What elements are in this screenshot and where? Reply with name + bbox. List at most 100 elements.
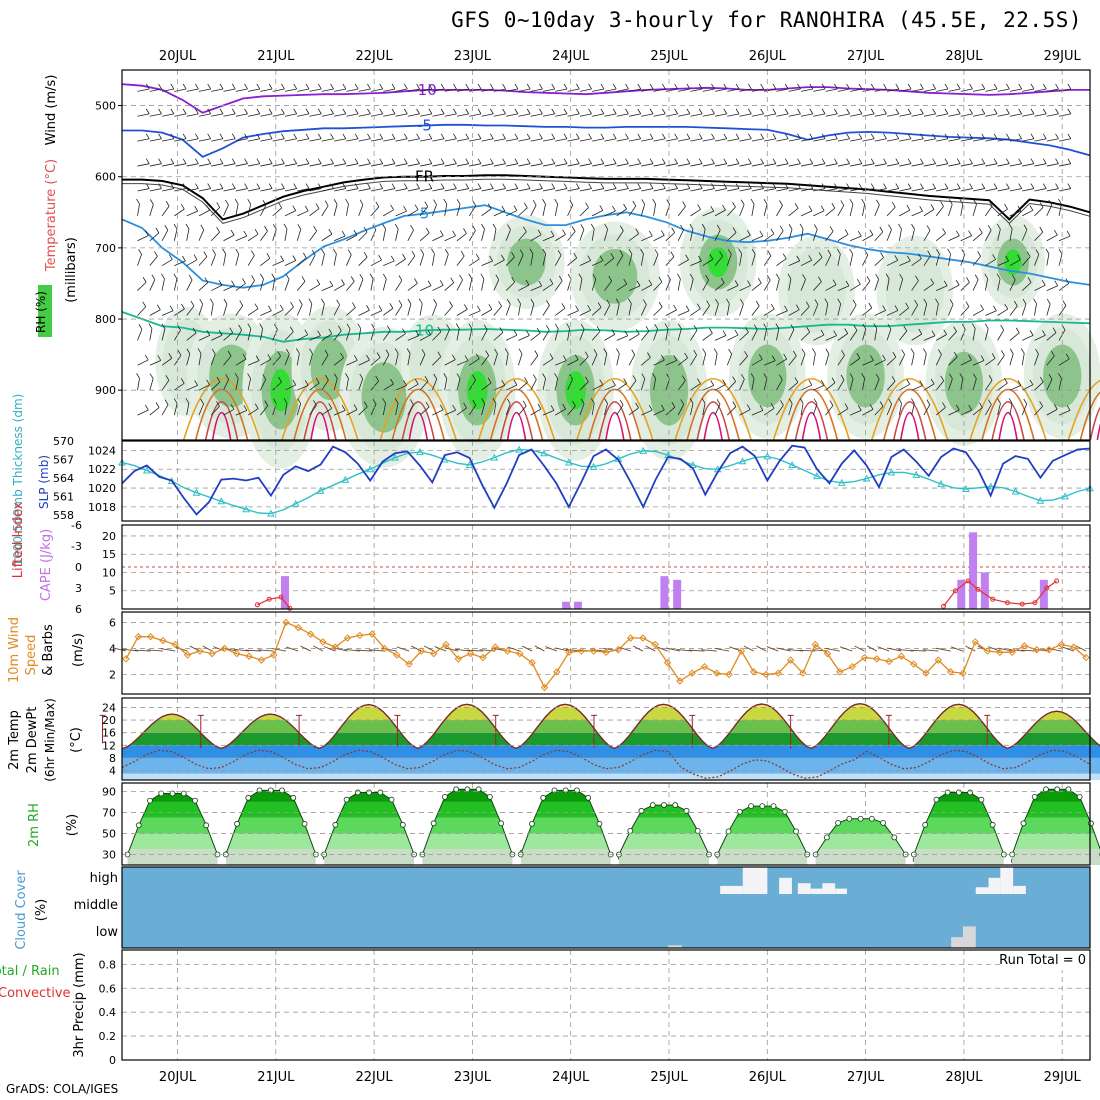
wind-barb bbox=[223, 113, 236, 117]
wind-barb-flag bbox=[747, 280, 751, 286]
rh-contour-70 bbox=[1043, 344, 1082, 408]
wind-barb-flag bbox=[415, 330, 420, 336]
wind-barb bbox=[800, 384, 813, 391]
wind-barb bbox=[751, 282, 762, 291]
wind10-barb bbox=[877, 646, 890, 652]
wind-barb-flag bbox=[575, 305, 579, 311]
wind-barb bbox=[690, 403, 694, 416]
wind-barb bbox=[984, 404, 992, 416]
wind-barb bbox=[493, 403, 497, 416]
rh-legend-swatch bbox=[38, 285, 52, 337]
wind-barb bbox=[972, 360, 985, 366]
wind-barb bbox=[690, 383, 701, 391]
wind10-speed-point bbox=[220, 644, 229, 653]
wind-barb-flag bbox=[1027, 277, 1032, 283]
wind-barb bbox=[469, 258, 480, 267]
wind-barb-flag bbox=[625, 108, 629, 115]
wind-barb bbox=[776, 138, 789, 142]
wind-barb bbox=[309, 113, 322, 117]
wind-barb-flag bbox=[740, 298, 744, 305]
wind-barb-flag bbox=[827, 249, 832, 256]
wind-barb bbox=[1046, 303, 1051, 316]
wind-barb-flag bbox=[1023, 398, 1028, 405]
rh2m-point bbox=[944, 789, 951, 796]
wind-barb-flag bbox=[784, 108, 789, 115]
wind-barb-flag bbox=[759, 405, 764, 411]
wind-barb bbox=[334, 113, 346, 117]
freezing-level-inner bbox=[122, 178, 1091, 225]
wind10-barb bbox=[645, 645, 656, 652]
wind-barb bbox=[1034, 303, 1037, 316]
wind-barb bbox=[849, 378, 854, 391]
wind10-barb bbox=[396, 646, 410, 652]
wind-barb bbox=[862, 360, 874, 366]
wind-barb-flag bbox=[805, 301, 810, 307]
wind-barb bbox=[984, 328, 989, 341]
wind-barb bbox=[530, 253, 534, 266]
wind10-speed-point bbox=[639, 634, 647, 642]
wind-barb-flag bbox=[918, 328, 923, 335]
wind-barb bbox=[936, 138, 949, 142]
wind-barb-flag bbox=[969, 108, 973, 115]
wind-barb bbox=[321, 113, 334, 117]
wind-barb bbox=[886, 310, 899, 316]
thickness-tick-label: 558 bbox=[53, 509, 74, 522]
wind-barb-flag bbox=[1062, 300, 1067, 306]
wind-barb bbox=[677, 380, 686, 391]
wind-barb bbox=[235, 410, 247, 416]
wind-barb-flag bbox=[784, 183, 789, 189]
wind-barb-flag bbox=[225, 199, 229, 206]
wind-barb-flag bbox=[192, 327, 197, 334]
wind-barb-flag bbox=[410, 225, 414, 231]
temp-band bbox=[319, 704, 419, 708]
wind-barb bbox=[235, 188, 248, 192]
wind-barb-flag bbox=[711, 183, 715, 189]
wind10-barb bbox=[1076, 645, 1087, 652]
thickness-line bbox=[121, 448, 1091, 515]
wind-barb-flag bbox=[403, 380, 407, 386]
wind-barb-flag bbox=[571, 226, 576, 232]
wind-barb-flag bbox=[328, 403, 333, 409]
rh-band bbox=[913, 801, 1004, 818]
wind-barb bbox=[862, 188, 875, 192]
cloud-high-bar bbox=[988, 877, 1001, 894]
cloud-high-bar bbox=[742, 867, 768, 894]
rh2m-point bbox=[1054, 786, 1061, 793]
wind-barb bbox=[714, 209, 726, 217]
wind-barb-flag bbox=[330, 83, 334, 90]
wind-barb bbox=[419, 406, 430, 416]
temp-band bbox=[220, 720, 320, 733]
wind-barb-flag bbox=[534, 350, 539, 356]
wind-barb-flag bbox=[230, 229, 235, 236]
wind-barb-flag bbox=[834, 83, 838, 90]
wind-barb-flag bbox=[820, 379, 825, 386]
wind-barb bbox=[592, 113, 604, 117]
wind-barb-flag bbox=[328, 328, 333, 335]
cape-bar bbox=[957, 579, 966, 609]
wind-barb-flag bbox=[390, 255, 395, 262]
wind-barb bbox=[223, 234, 235, 242]
rh2m-point bbox=[354, 789, 361, 796]
rh-band bbox=[225, 790, 316, 802]
wind-barb bbox=[579, 188, 592, 192]
isotherm-warm bbox=[401, 401, 436, 441]
wind-barb bbox=[137, 163, 150, 167]
wind10-barb bbox=[545, 646, 557, 652]
wind-barb bbox=[1009, 210, 1022, 217]
thickness-point bbox=[763, 452, 772, 460]
wind-barb-flag bbox=[359, 373, 364, 380]
wind-barb bbox=[542, 329, 550, 341]
rh-contour-90 bbox=[1004, 249, 1022, 275]
wind-barb bbox=[850, 163, 863, 167]
wind-barb bbox=[727, 381, 736, 391]
wind-barb bbox=[1058, 204, 1062, 216]
wind-barb-flag bbox=[674, 133, 678, 139]
wind-barb-flag bbox=[969, 83, 973, 90]
wind-barb-flag bbox=[200, 224, 205, 230]
wind-barb bbox=[1046, 204, 1053, 217]
wind-barb bbox=[395, 353, 399, 366]
wind-barb bbox=[383, 188, 396, 192]
temp-band bbox=[122, 732, 222, 746]
wind-barb bbox=[641, 88, 654, 92]
wind-barb bbox=[493, 279, 500, 291]
